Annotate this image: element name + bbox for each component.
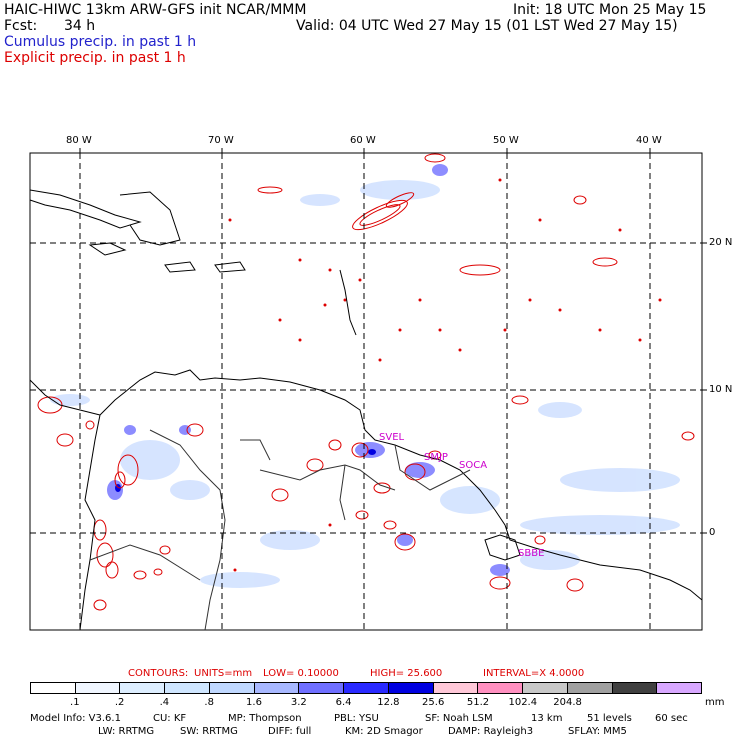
lon-label-50w: 50 W bbox=[493, 135, 519, 146]
forecast-hour: 34 h bbox=[64, 18, 96, 34]
contours-high: HIGH= 25.600 bbox=[370, 668, 443, 679]
colorbar-tick-label: 102.4 bbox=[508, 697, 538, 708]
explicit-precip-layer bbox=[37, 153, 695, 611]
valid-time: Valid: 04 UTC Wed 27 May 15 (01 LST Wed … bbox=[296, 18, 678, 34]
lon-label-70w: 70 W bbox=[208, 135, 234, 146]
lon-label-40w: 40 W bbox=[636, 135, 662, 146]
colorbar-tick-label: 25.6 bbox=[422, 697, 445, 708]
colorbar-tick-label: 51.2 bbox=[466, 697, 490, 708]
model-info-mp: MP: Thompson bbox=[228, 713, 302, 724]
lat-label-10n: 10 N bbox=[709, 384, 733, 395]
contours-units: UNITS=mm bbox=[194, 668, 253, 679]
colorbar-tick-label: 1.6 bbox=[246, 697, 262, 708]
station-soca: SOCA bbox=[459, 460, 488, 471]
model-info-diff: DIFF: full bbox=[268, 726, 312, 737]
colorbar-swatch bbox=[209, 683, 255, 693]
colorbar-tick-label: 6.4 bbox=[335, 697, 352, 708]
model-info-pbl: PBL: YSU bbox=[334, 713, 379, 724]
colorbar-tick-label: .1 bbox=[70, 697, 80, 708]
model-info-cu: CU: KF bbox=[153, 713, 187, 724]
model-info-damp: DAMP: Rayleigh3 bbox=[448, 726, 534, 737]
colorbar-swatch bbox=[478, 683, 524, 693]
coastlines bbox=[29, 189, 703, 631]
lon-label-80w: 80 W bbox=[66, 135, 92, 146]
model-info-sf: SF: Noah LSM bbox=[425, 713, 493, 724]
colorbar bbox=[30, 682, 702, 694]
model-info-sw: SW: RRTMG bbox=[180, 726, 238, 737]
lat-label-20n: 20 N bbox=[709, 237, 733, 248]
contours-interval: INTERVAL=X 4.0000 bbox=[483, 668, 585, 679]
contours-prefix: CONTOURS: bbox=[128, 668, 189, 679]
lon-label-60w: 60 W bbox=[350, 135, 376, 146]
colorbar-swatch bbox=[388, 683, 434, 693]
colorbar-swatch bbox=[433, 683, 479, 693]
model-info-km: KM: 2D Smagor bbox=[345, 726, 423, 737]
station-svel: SVEL bbox=[379, 432, 405, 443]
colorbar-swatch bbox=[344, 683, 389, 693]
station-smjp: SMJP bbox=[424, 452, 448, 463]
model-info-sflay: SFLAY: MM5 bbox=[568, 726, 627, 737]
model-info-levels: 51 levels bbox=[587, 713, 632, 724]
colorbar-tick-label: 3.2 bbox=[290, 697, 307, 708]
lat-label-0: 0 bbox=[709, 527, 716, 538]
colorbar-swatch bbox=[31, 683, 76, 693]
plot-title: HAIC-HIWC 13km ARW-GFS init NCAR/MMM bbox=[4, 2, 307, 18]
colorbar-swatch bbox=[165, 683, 210, 693]
map-frame bbox=[29, 152, 703, 631]
colorbar-swatch bbox=[299, 683, 345, 693]
model-info-resolution: 13 km bbox=[531, 713, 563, 724]
station-sbbe: SBBE bbox=[518, 548, 545, 559]
colorbar-swatch bbox=[567, 683, 613, 693]
colorbar-swatch bbox=[120, 683, 166, 693]
colorbar-unit: mm bbox=[705, 697, 725, 708]
init-time: Init: 18 UTC Mon 25 May 15 bbox=[513, 2, 707, 18]
colorbar-swatch bbox=[254, 683, 300, 693]
colorbar-tick-label: .4 bbox=[159, 697, 170, 708]
colorbar-swatch bbox=[612, 683, 658, 693]
colorbar-tick-label: 12.8 bbox=[377, 697, 400, 708]
contours-low: LOW= 0.10000 bbox=[263, 668, 339, 679]
colorbar-tick-label: .2 bbox=[114, 697, 125, 708]
model-info-lw: LW: RRTMG bbox=[98, 726, 155, 737]
legend-cumulus: Cumulus precip. in past 1 h bbox=[4, 34, 197, 50]
colorbar-swatch bbox=[657, 683, 702, 693]
graticule bbox=[30, 153, 702, 630]
model-info-timestep: 60 sec bbox=[655, 713, 688, 724]
colorbar-tick-label: .8 bbox=[204, 697, 214, 708]
colorbar-swatch bbox=[75, 683, 121, 693]
forecast-label: Fcst: bbox=[4, 18, 38, 34]
colorbar-swatch bbox=[523, 683, 568, 693]
legend-explicit: Explicit precip. in past 1 h bbox=[4, 50, 186, 66]
colorbar-tick-label: 204.8 bbox=[553, 697, 582, 708]
model-info-version: Model Info: V3.6.1 bbox=[30, 713, 121, 724]
